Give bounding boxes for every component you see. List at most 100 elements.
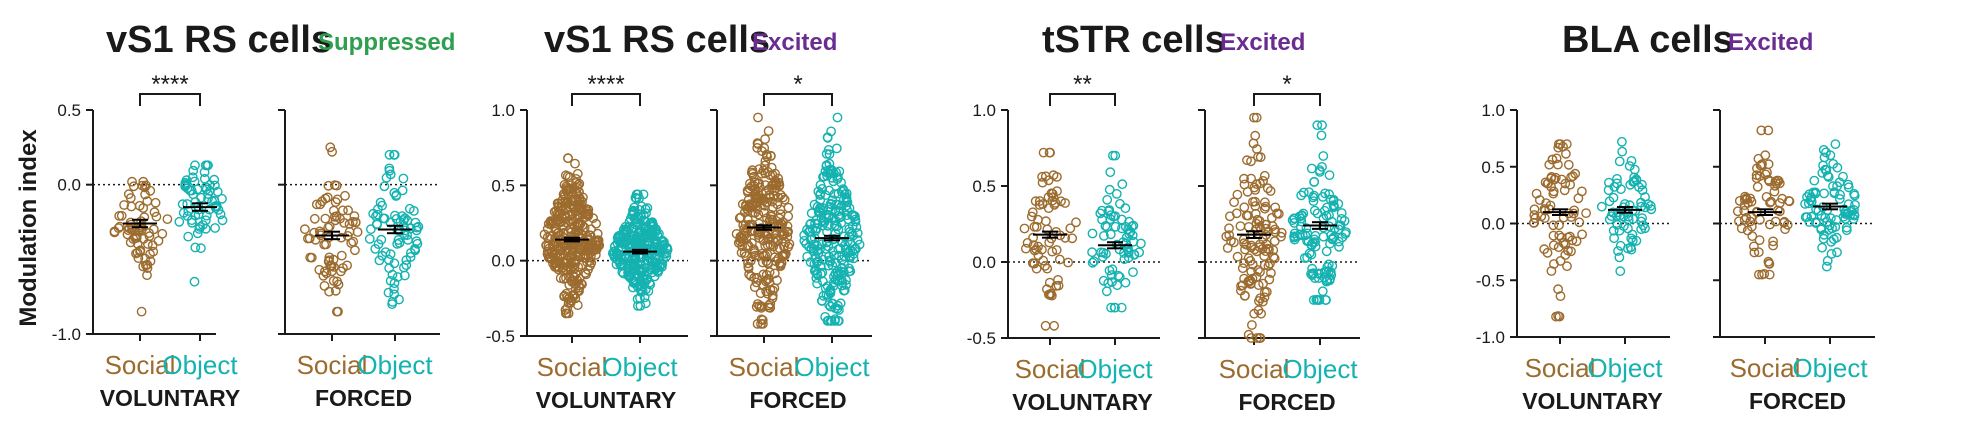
data-point [1312,120,1323,131]
data-point [1553,284,1564,295]
data-point [321,268,332,279]
data-point [563,188,573,199]
data-point [1038,255,1049,266]
data-point [1106,270,1117,280]
data-point [811,253,821,264]
data-point [1751,173,1762,184]
y-tick-label: 1.0 [972,101,996,120]
data-point [1258,278,1269,289]
significance-bracket [139,93,201,106]
data-point [550,236,561,247]
data-point [782,221,793,232]
data-point [1087,257,1098,268]
data-point [659,237,669,247]
data-point [838,184,848,195]
data-point [569,272,580,283]
data-point [1054,254,1065,265]
data-point [1309,205,1320,216]
data-point [200,160,211,171]
data-point [836,280,847,291]
data-point [641,254,652,265]
data-point [662,242,672,253]
data-point [1046,188,1057,199]
data-point [1112,280,1123,291]
data-point [329,180,340,191]
data-point [1736,223,1747,234]
data-point [190,242,201,253]
data-point [648,220,659,231]
data-point [1050,197,1061,208]
data-point [1764,269,1775,280]
data-point [841,200,852,211]
data-point [560,208,570,219]
data-point [751,277,762,288]
data-point [628,282,638,293]
data-point [174,216,185,227]
points-social [1732,125,1795,280]
data-point [1031,263,1042,274]
data-point [802,251,813,262]
status-label: Excited [1728,29,1813,56]
status-label: Excited [752,29,837,56]
data-point [1243,253,1254,264]
data-point [324,221,335,232]
data-point [1242,155,1252,166]
data-point [1556,232,1567,243]
data-point [640,298,651,309]
data-point [752,272,762,283]
data-point [559,290,570,301]
data-point [641,208,651,219]
data-point [815,207,825,218]
data-point [1316,130,1327,141]
data-point [761,256,772,267]
data-point [1046,288,1056,299]
points-social [1019,147,1081,331]
data-point [627,223,638,234]
data-point [772,199,783,210]
data-point [1839,204,1850,215]
data-point [370,243,381,254]
data-point [1626,155,1637,166]
data-point [1616,184,1626,195]
data-point [1033,214,1043,225]
category-label-social: Social [1525,353,1596,383]
data-point [767,293,778,303]
data-point [562,303,573,313]
data-point [1104,265,1115,276]
data-point [1779,216,1790,227]
data-point [116,210,127,221]
data-point [1614,252,1625,263]
data-point [566,257,576,268]
data-point [1324,170,1335,181]
data-point [1634,182,1644,193]
data-point [1031,244,1042,255]
data-point [843,236,853,247]
data-point [1541,198,1552,209]
data-point [340,190,350,201]
data-point [835,243,846,254]
data-point [1261,286,1272,297]
points-social [1528,139,1592,322]
data-point [1101,286,1112,297]
data-point [854,239,865,250]
data-point [760,276,771,287]
data-point [138,203,149,213]
condition-label: FORCED [1238,389,1335,415]
chart-title: vS1 RS cells [106,19,332,61]
data-point [763,126,774,136]
data-point [1047,246,1058,257]
data-point [1034,196,1045,206]
data-point [1846,205,1857,216]
points-object [1800,139,1860,272]
data-point [1312,208,1323,219]
data-point [1615,266,1626,277]
data-point [1246,156,1256,167]
data-point [379,181,390,192]
data-point [1253,265,1263,275]
data-point [1231,208,1242,219]
data-point [1252,144,1262,154]
category-label-object: Object [357,350,433,380]
data-point [1565,179,1576,190]
